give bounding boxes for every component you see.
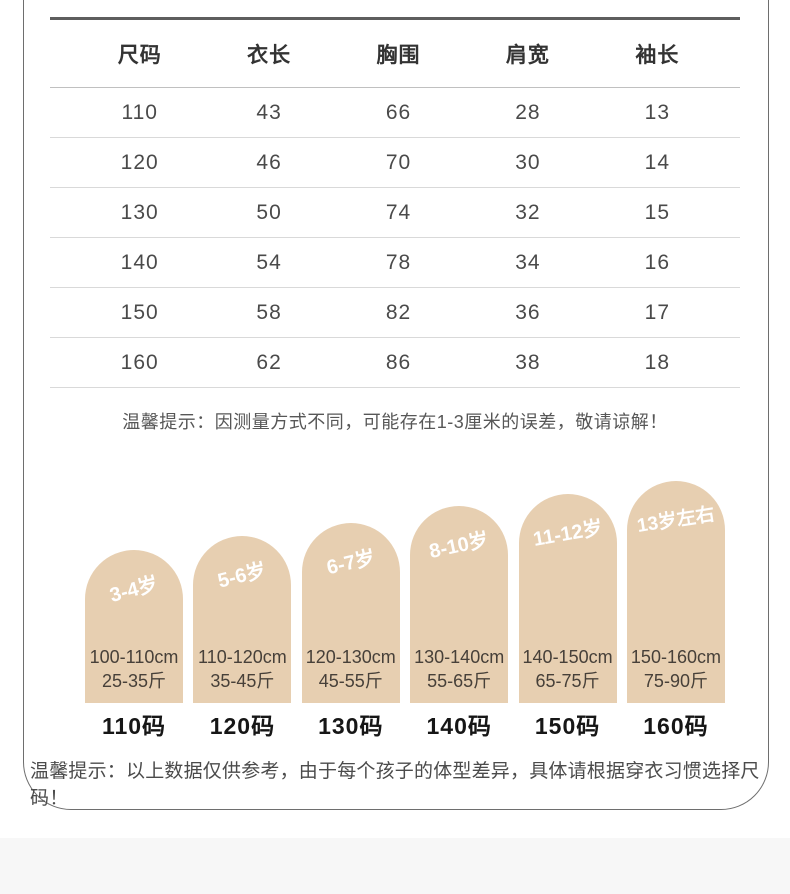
- table-row: 120 46 70 30 14: [50, 138, 740, 188]
- table-cell: 66: [385, 100, 412, 124]
- table-row: 110 43 66 28 13: [50, 88, 740, 138]
- age-arch: 11-12岁 140-150cm 65-75斤: [518, 494, 617, 703]
- age-arch: 6-7岁 120-130cm 45-55斤: [301, 523, 400, 703]
- table-cell: 46: [256, 150, 282, 174]
- arch-height-range: 150-160cm: [630, 647, 721, 667]
- table-cell: 32: [515, 200, 541, 224]
- arch-stats: 130-140cm 55-65斤: [410, 645, 508, 693]
- table-cell: 17: [644, 300, 670, 324]
- table-row: 130 50 74 32 15: [50, 188, 740, 238]
- arch-weight-range: 25-35斤: [101, 671, 167, 691]
- size-code-label: 160码: [643, 713, 709, 739]
- header-cell-length: 衣长: [247, 43, 292, 67]
- age-arch: 5-6岁 110-120cm 35-45斤: [193, 536, 292, 703]
- arch-weight-range: 65-75斤: [535, 671, 600, 691]
- table-cell: 13: [644, 100, 670, 124]
- size-code-label: 110码: [101, 713, 167, 739]
- arch-stats: 100-110cm 25-35斤: [85, 645, 183, 693]
- arch-stats: 110-120cm 35-45斤: [193, 645, 291, 693]
- table-cell: 70: [385, 150, 412, 174]
- table-row: 140 54 78 34 16: [50, 238, 740, 288]
- arch-age-label: 5-6岁: [216, 559, 269, 593]
- footer-strip: [0, 838, 790, 894]
- age-arch: 3-4岁 100-110cm 25-35斤: [85, 550, 183, 703]
- arch-height-range: 120-130cm: [305, 647, 396, 667]
- table-cell: 18: [644, 350, 670, 374]
- table-cell: 54: [256, 250, 282, 274]
- header-cell-sleeve: 袖长: [635, 43, 680, 67]
- table-cell: 82: [385, 300, 412, 324]
- table-row: 160 62 86 38 18: [50, 338, 740, 388]
- table-row: 150 58 82 36 17: [50, 288, 740, 338]
- table-cell: 50: [256, 200, 282, 224]
- arch-height-range: 130-140cm: [414, 647, 505, 667]
- table-cell: 30: [515, 150, 541, 174]
- table-cell: 74: [385, 200, 412, 224]
- table-cell: 62: [256, 350, 282, 374]
- table-cell: 28: [515, 100, 541, 124]
- arch-weight-range: 75-90斤: [643, 671, 708, 691]
- table-cell: 78: [385, 250, 412, 274]
- arch-age-label: 3-4岁: [107, 573, 161, 607]
- size-code-label: 130码: [318, 713, 384, 739]
- table-cell: 140: [120, 250, 159, 274]
- arch-age-label: 6-7岁: [324, 546, 378, 580]
- reference-note: 温馨提示：以上数据仅供参考，由于每个孩子的体型差异，具体请根据穿衣习惯选择尺码！: [30, 761, 760, 809]
- arch-stats: 140-150cm 65-75斤: [519, 645, 617, 693]
- table-cell: 130: [120, 200, 159, 224]
- table-cell: 14: [644, 150, 670, 174]
- arch-stats: 150-160cm 75-90斤: [627, 645, 725, 693]
- table-cell: 150: [120, 300, 159, 324]
- arch-height-range: 110-120cm: [198, 647, 287, 667]
- age-arch: 13岁左右 150-160cm 75-90斤: [626, 481, 725, 703]
- age-arch: 8-10岁 130-140cm 55-65斤: [410, 506, 509, 703]
- arch-height-range: 100-110cm: [89, 647, 179, 667]
- table-cell: 110: [121, 100, 158, 124]
- size-code-label: 140码: [426, 713, 492, 739]
- table-cell: 36: [515, 300, 541, 324]
- table-cell: 43: [256, 100, 282, 124]
- size-code-label: 120码: [209, 713, 276, 739]
- table-cell: 15: [644, 200, 670, 224]
- header-cell-shoulder: 肩宽: [505, 43, 550, 67]
- table-cell: 38: [515, 350, 541, 374]
- size-code-row: 110码 120码 130码 140码 150码 160码: [85, 707, 725, 741]
- arch-age-label: 13岁左右: [635, 504, 717, 537]
- table-cell: 58: [256, 300, 282, 324]
- table-cell: 160: [120, 350, 159, 374]
- arch-age-label: 11-12岁: [531, 517, 604, 551]
- size-code-label: 150码: [534, 713, 601, 739]
- arch-weight-range: 45-55斤: [318, 671, 383, 691]
- table-cell: 16: [644, 250, 670, 274]
- header-cell-size: 尺码: [117, 43, 162, 67]
- arch-weight-range: 55-65斤: [427, 671, 492, 691]
- age-guide: 3-4岁 100-110cm 25-35斤 5-6岁 110-120cm 35-…: [85, 481, 725, 703]
- arch-stats: 120-130cm 45-55斤: [302, 645, 400, 693]
- arch-age-label: 8-10岁: [427, 528, 491, 564]
- size-table: 尺码 衣长 胸围 肩宽 袖长 110 43 66 28 13 120 46 70…: [50, 17, 740, 388]
- header-cell-chest: 胸围: [376, 43, 421, 67]
- table-header-row: 尺码 衣长 胸围 肩宽 袖长: [50, 20, 740, 88]
- arch-height-range: 140-150cm: [522, 647, 613, 667]
- arch-weight-range: 35-45斤: [210, 671, 275, 691]
- table-cell: 34: [515, 250, 541, 274]
- table-cell: 86: [385, 350, 412, 374]
- table-cell: 120: [120, 150, 159, 174]
- measure-note: 温馨提示：因测量方式不同，可能存在1-3厘米的误差，敬请谅解！: [122, 412, 668, 432]
